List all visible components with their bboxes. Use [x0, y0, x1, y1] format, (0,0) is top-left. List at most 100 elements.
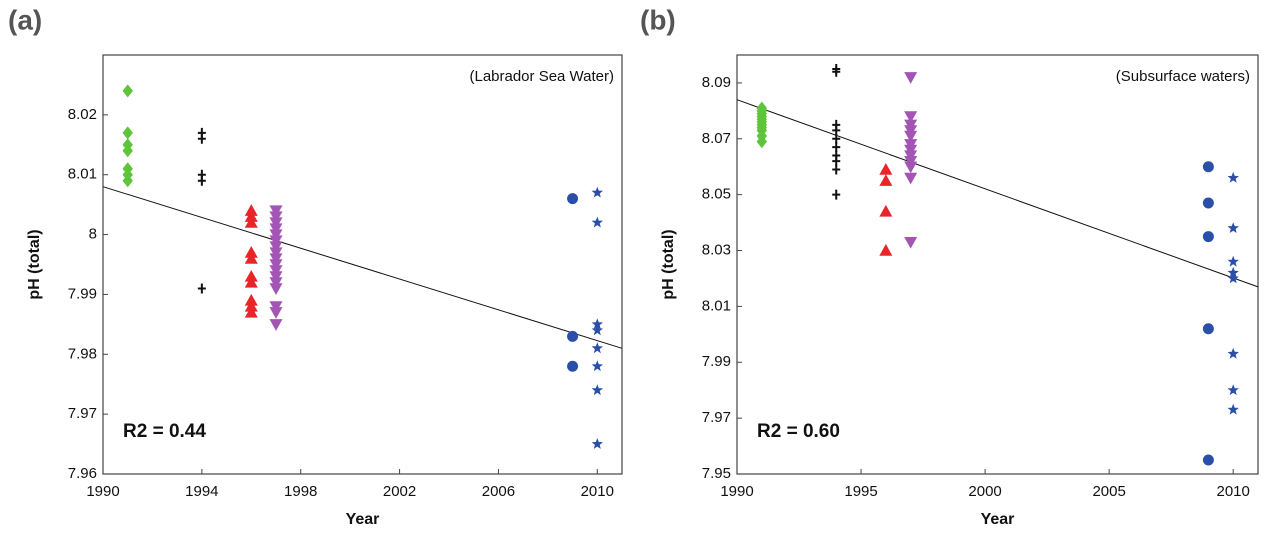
data-point	[904, 236, 918, 249]
data-point	[591, 318, 603, 330]
x-tick-label: 2005	[1092, 483, 1125, 500]
x-tick-label: 1994	[185, 483, 218, 500]
data-point	[269, 307, 283, 319]
data-point	[832, 142, 841, 153]
data-point	[244, 275, 258, 288]
data-point	[1227, 222, 1239, 233]
data-point	[197, 283, 206, 294]
x-tick-label: 1990	[86, 483, 119, 500]
data-point	[122, 144, 133, 158]
y-tick-label: 8.01	[68, 166, 97, 183]
y-tick-label: 7.97	[702, 409, 731, 426]
data-point	[269, 283, 283, 295]
data-point	[567, 330, 579, 342]
data-point	[1202, 197, 1214, 209]
y-axis-label: pH (total)	[660, 229, 677, 299]
r2-label: R2 = 0.44	[123, 421, 206, 442]
annotation: (Labrador Sea Water)	[469, 68, 614, 85]
data-point	[269, 205, 283, 218]
data-point	[244, 252, 258, 264]
data-point	[269, 223, 283, 236]
data-point	[832, 156, 841, 167]
data-point	[269, 211, 283, 224]
data-point	[269, 265, 283, 277]
r2-label: R2 = 0.60	[757, 421, 840, 442]
plot-frame	[736, 54, 1259, 475]
panel-label: (b)	[640, 4, 676, 35]
y-tick-label: 8.07	[702, 130, 731, 147]
data-point	[244, 299, 258, 312]
data-point	[904, 161, 918, 174]
trend-line	[102, 186, 623, 349]
plot-frame	[102, 54, 623, 475]
data-point	[1227, 403, 1239, 415]
data-point	[567, 360, 579, 372]
data-point	[591, 342, 603, 354]
trend-line	[736, 99, 1259, 288]
data-point	[1227, 384, 1239, 396]
y-tick-label: 8.02	[68, 106, 97, 123]
data-point	[591, 438, 603, 449]
y-tick-label: 7.95	[702, 465, 731, 482]
y-tick-label: 7.98	[68, 345, 97, 362]
data-point	[904, 72, 918, 84]
data-point	[1227, 347, 1239, 359]
data-point	[269, 301, 283, 313]
data-point	[269, 217, 283, 230]
x-tick-label: 2010	[1217, 483, 1250, 500]
data-point	[832, 125, 841, 136]
x-tick-label: 2006	[482, 483, 515, 500]
y-tick-label: 7.99	[68, 285, 97, 302]
y-tick-label: 8.05	[702, 186, 731, 203]
data-point	[832, 133, 841, 144]
data-point	[1227, 266, 1239, 278]
y-tick-label: 7.96	[68, 465, 97, 482]
data-point	[756, 135, 768, 149]
data-point	[1202, 323, 1214, 335]
y-tick-label: 8.01	[702, 297, 731, 314]
data-point	[904, 130, 918, 143]
data-point	[244, 305, 258, 318]
data-point	[122, 84, 133, 98]
x-tick-label: 1998	[284, 483, 317, 500]
data-point	[269, 241, 283, 254]
data-point	[591, 216, 603, 228]
data-point	[269, 247, 283, 260]
x-tick-label: 2010	[581, 483, 614, 500]
x-axis-label: Year	[346, 511, 380, 528]
data-point	[904, 111, 918, 123]
y-tick-label: 8.09	[702, 74, 731, 91]
data-point	[244, 269, 258, 282]
data-point	[591, 324, 603, 336]
y-tick-label: 8	[89, 226, 97, 243]
data-point	[1202, 161, 1214, 173]
x-axis-label: Year	[981, 511, 1015, 528]
data-point	[879, 163, 893, 175]
data-point	[591, 186, 603, 198]
data-point	[269, 319, 283, 331]
data-point	[244, 204, 258, 216]
data-point	[269, 253, 283, 266]
data-point	[879, 204, 893, 217]
y-tick-label: 7.97	[68, 405, 97, 422]
y-tick-label: 8.03	[702, 242, 731, 259]
data-point	[591, 360, 603, 372]
y-tick-label: 7.99	[702, 353, 731, 370]
x-tick-label: 2000	[968, 483, 1001, 500]
data-point	[1227, 255, 1239, 267]
data-point	[244, 246, 258, 258]
data-point	[1227, 272, 1239, 284]
data-point	[197, 133, 206, 144]
data-point	[244, 293, 258, 306]
data-point	[832, 66, 841, 77]
data-point	[269, 229, 283, 242]
x-tick-label: 1990	[720, 483, 753, 500]
data-point	[122, 126, 133, 140]
data-point	[904, 172, 918, 185]
data-point	[1202, 454, 1214, 466]
data-point	[879, 244, 893, 256]
data-point	[197, 175, 206, 186]
panel-label: (a)	[8, 4, 42, 35]
data-point	[832, 189, 841, 200]
